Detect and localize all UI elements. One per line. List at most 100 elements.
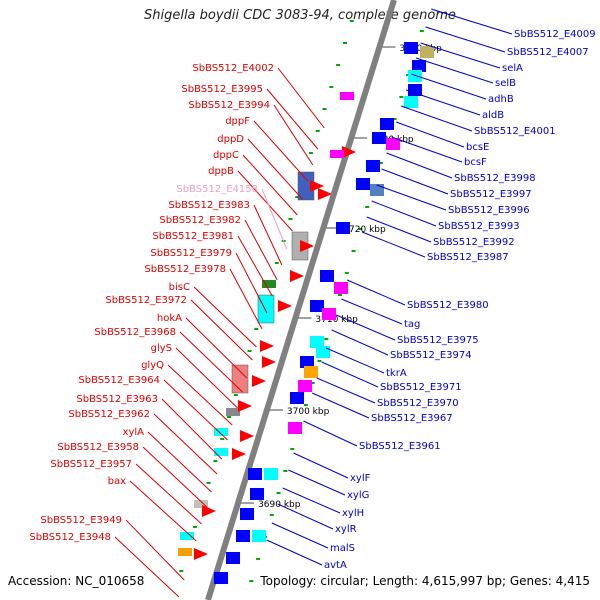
tick-mark <box>220 438 225 440</box>
tick-mark <box>256 558 261 560</box>
gene-label-right: avtA <box>324 560 347 571</box>
gene-arrow-left <box>262 356 276 368</box>
gene-feature-right <box>370 184 384 196</box>
gene-feature-right <box>236 530 250 542</box>
gene-leader-right <box>371 200 437 227</box>
gene-label-right: SbBS512_E3997 <box>450 189 532 200</box>
gene-feature-right <box>252 530 266 542</box>
gene-leader-left <box>277 67 325 129</box>
gene-leader-left <box>244 219 278 281</box>
gene-leader-left <box>185 317 248 379</box>
tick-mark <box>308 152 313 154</box>
gene-arrow-left <box>310 180 324 192</box>
gene-label-right: SbBS512_E3993 <box>438 221 520 232</box>
tick-mark <box>324 338 329 340</box>
gene-arrow-left <box>240 430 254 442</box>
gene-label-left: dppD <box>217 134 244 145</box>
tick-mark <box>358 228 363 230</box>
gene-label-left: dppF <box>225 116 250 127</box>
tick-mark <box>247 350 252 352</box>
tick-mark <box>337 294 342 296</box>
gene-leader-left <box>247 138 303 200</box>
gene-feature-right <box>336 222 350 234</box>
gene-leader-right <box>293 452 349 479</box>
gene-leader-right <box>425 26 506 53</box>
gene-feature-right <box>304 366 318 378</box>
gene-label-right: selA <box>502 63 523 74</box>
gene-leader-right <box>336 314 396 341</box>
gene-feature-right <box>226 552 240 564</box>
gene-leader-right <box>415 57 494 84</box>
tick-mark <box>399 96 404 98</box>
gene-leader-left <box>273 104 314 166</box>
gene-feature-right <box>372 132 386 144</box>
tick-mark <box>392 118 397 120</box>
tick-mark <box>315 130 320 132</box>
gene-leader-left <box>125 519 185 581</box>
gene-leader-right <box>361 231 426 258</box>
gene-label-left: SbBS512_E4002 <box>192 63 274 74</box>
gene-label-left: dppC <box>213 150 239 161</box>
gene-leader-right <box>396 121 465 148</box>
gene-feature-left <box>257 294 275 324</box>
gene-label-left: SbBS512_E3957 <box>50 459 132 470</box>
gene-feature-right <box>250 488 264 500</box>
gene-feature-right <box>356 178 370 190</box>
gene-feature-right <box>408 70 422 82</box>
gene-feature-right <box>386 138 400 150</box>
gene-label-left: hokA <box>157 313 182 324</box>
tick-mark <box>365 206 370 208</box>
gene-label-right: malS <box>330 543 355 554</box>
gene-feature-right <box>264 468 278 480</box>
tick-mark <box>351 250 356 252</box>
gene-label-right: tag <box>404 319 420 330</box>
gene-leader-right <box>277 503 334 530</box>
gene-feature-right <box>404 42 418 54</box>
gene-feature-right <box>214 572 228 584</box>
gene-label-left: SbBS512_E3962 <box>68 409 150 420</box>
tick-mark <box>254 328 259 330</box>
gene-label-right: SbBS512_E4001 <box>474 126 556 137</box>
tick-mark <box>213 460 218 462</box>
gene-leader-right <box>420 42 501 69</box>
gene-leader-left <box>167 364 233 426</box>
gene-feature-right <box>240 508 254 520</box>
gene-label-left: SbBS512_E3982 <box>159 215 241 226</box>
gene-label-left: SbBS512_E3958 <box>57 442 139 453</box>
gene-feature-right <box>248 468 262 480</box>
gene-label-left: bisC <box>169 282 190 293</box>
tick-mark <box>295 196 300 198</box>
tick-mark <box>303 404 308 406</box>
gene-feature-right <box>290 392 304 404</box>
gene-feature-right <box>420 46 434 58</box>
accession-label: Accession: NC_010658 <box>8 574 145 588</box>
tick-mark <box>288 218 293 220</box>
gene-feature-left <box>262 280 276 288</box>
genome-title: Shigella boydii CDC 3083-94, complete ge… <box>143 8 457 23</box>
gene-feature-right <box>380 118 394 130</box>
gene-label-left: SbBS512_E3983 <box>168 200 250 211</box>
gene-label-right: aldB <box>482 110 504 121</box>
gene-feature-right <box>300 356 314 368</box>
gene-label-right: SbBS512_E3970 <box>377 398 459 409</box>
gene-arrow-left <box>202 505 216 517</box>
gene-leader-left <box>193 286 257 348</box>
gene-label-left: SbBS512_E3994 <box>188 100 270 111</box>
gene-leader-right <box>331 329 389 356</box>
gene-label-left: xylA <box>123 427 145 438</box>
tick-mark <box>419 30 424 32</box>
topology-label: Topology: circular; Length: 4,615,997 bp… <box>260 574 590 588</box>
gene-arrow-left <box>342 146 356 158</box>
gene-feature-right <box>320 270 334 282</box>
gene-feature-right <box>322 308 336 320</box>
gene-feature-left <box>214 448 228 456</box>
gene-label-left: SbBS512_E4158 <box>176 184 258 195</box>
gene-label-left: SbBS512_E3968 <box>94 327 176 338</box>
gene-feature-right <box>310 336 324 348</box>
gene-leader-left <box>190 299 253 361</box>
gene-label-right: SbBS512_E3998 <box>454 173 536 184</box>
gene-feature-left <box>180 532 194 540</box>
gene-leader-right <box>321 361 379 388</box>
gene-leader-right <box>391 136 463 163</box>
